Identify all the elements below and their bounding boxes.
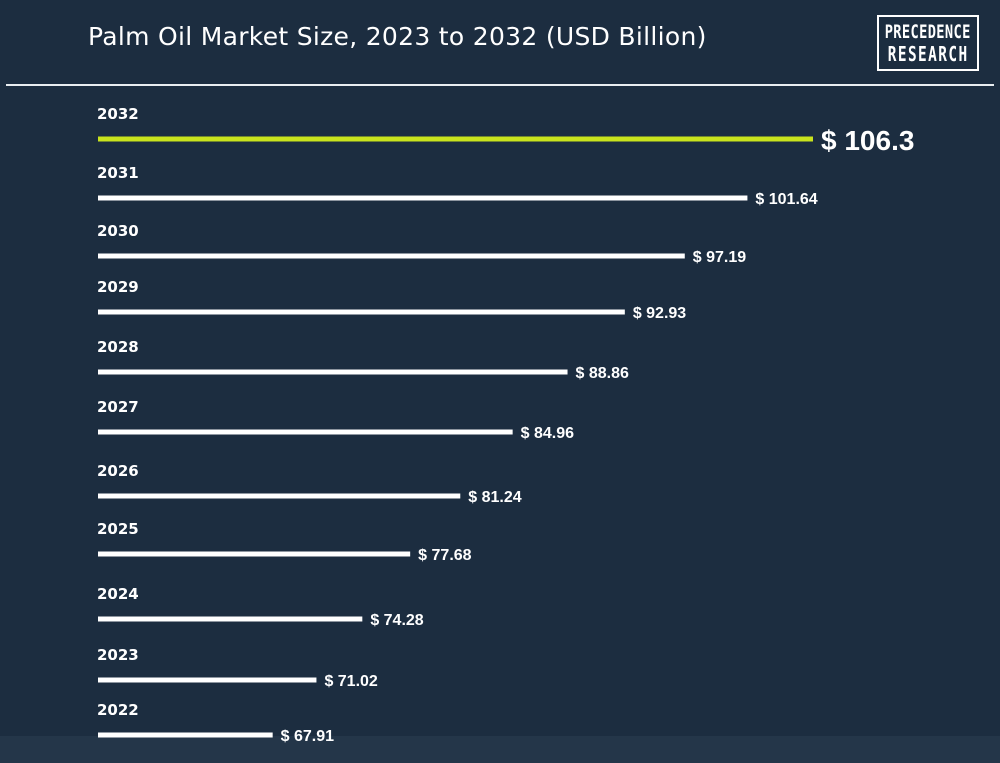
bar-2030 (98, 253, 685, 259)
year-label-2026: 2026 (97, 462, 139, 480)
bar-2026 (98, 493, 461, 499)
header-divider (6, 84, 994, 86)
value-label-2024: $ 74.28 (370, 612, 423, 629)
year-label-2023: 2023 (97, 646, 139, 664)
value-label-2026: $ 81.24 (468, 489, 521, 506)
bar-2024 (98, 616, 363, 622)
value-label-2023: $ 71.02 (324, 673, 377, 690)
value-label-2031: $ 101.64 (755, 191, 817, 208)
bar-2031 (98, 195, 748, 201)
bar-2029 (98, 309, 625, 315)
value-label-2027: $ 84.96 (521, 425, 574, 442)
logo-line-1: PRECEDENCE (885, 21, 971, 43)
bar-2027 (98, 429, 513, 435)
value-label-2030: $ 97.19 (693, 249, 746, 266)
value-label-2022: $ 67.91 (281, 728, 334, 745)
year-label-2029: 2029 (97, 278, 139, 296)
bar-2023 (98, 677, 317, 683)
year-label-2031: 2031 (97, 164, 139, 182)
bottom-strip (0, 736, 1000, 763)
precedence-research-logo: PRECEDENCE RESEARCH (877, 15, 979, 71)
value-label-2029: $ 92.93 (633, 305, 686, 322)
bar-2028 (98, 369, 568, 375)
chart-header: Palm Oil Market Size, 2023 to 2032 (USD … (0, 0, 1000, 86)
year-label-2027: 2027 (97, 398, 139, 416)
bar-2032 (98, 136, 813, 142)
bar-2025 (98, 551, 411, 557)
year-label-2024: 2024 (97, 585, 139, 603)
year-label-2025: 2025 (97, 520, 139, 538)
value-label-2032: $ 106.3 (821, 125, 914, 156)
bar-2022 (98, 732, 273, 738)
year-label-2022: 2022 (97, 701, 139, 719)
value-label-2025: $ 77.68 (418, 547, 471, 564)
value-label-2028: $ 88.86 (576, 365, 629, 382)
chart-title: Palm Oil Market Size, 2023 to 2032 (USD … (88, 22, 707, 51)
year-label-2030: 2030 (97, 222, 139, 240)
logo-line-2: RESEARCH (887, 42, 969, 66)
year-label-2032: 2032 (97, 105, 139, 123)
year-label-2028: 2028 (97, 338, 139, 356)
